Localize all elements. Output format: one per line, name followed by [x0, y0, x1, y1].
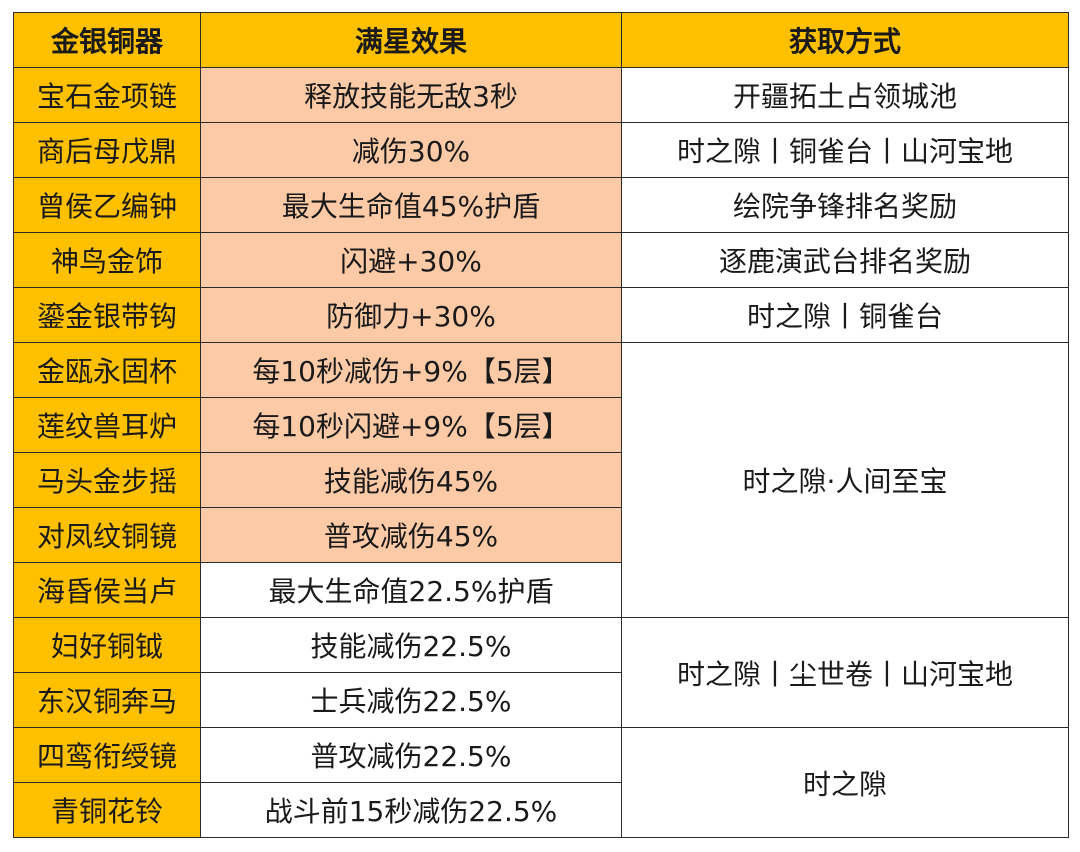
- row-effect: 技能减伤22.5%: [200, 617, 622, 673]
- table-row: 曾侯乙编钟 最大生命值45%护盾 绘院争锋排名奖励: [13, 177, 1069, 233]
- header-name: 金银铜器: [13, 12, 201, 68]
- row-effect: 士兵减伤22.5%: [200, 672, 622, 728]
- table-row: 鎏金银带钩 防御力+30% 时之隙丨铜雀台: [13, 287, 1069, 343]
- table-row: 青铜花铃 战斗前15秒减伤22.5%: [13, 782, 1069, 838]
- row-effect: 最大生命值22.5%护盾: [200, 562, 622, 618]
- row-name: 莲纹兽耳炉: [13, 397, 201, 453]
- row-name: 鎏金银带钩: [13, 287, 201, 343]
- table-row: 莲纹兽耳炉 每10秒闪避+9%【5层】: [13, 397, 1069, 453]
- artifact-table: 金银铜器 满星效果 获取方式 宝石金项链 释放技能无敌3秒 开疆拓土占领城池 商…: [13, 12, 1069, 838]
- row-name: 对凤纹铜镜: [13, 507, 201, 563]
- table-row: 宝石金项链 释放技能无敌3秒 开疆拓土占领城池: [13, 67, 1069, 123]
- row-name: 商后母戊鼎: [13, 122, 201, 178]
- row-name: 青铜花铃: [13, 782, 201, 838]
- table-row: 金瓯永固杯 每10秒减伤+9%【5层】 时之隙·人间至宝: [13, 342, 1069, 618]
- row-source: 时之隙丨铜雀台: [621, 287, 1069, 343]
- row-name: 妇好铜钺: [13, 617, 201, 673]
- row-effect: 最大生命值45%护盾: [200, 177, 622, 233]
- header-row: 金银铜器 满星效果 获取方式: [13, 12, 1069, 68]
- row-name: 曾侯乙编钟: [13, 177, 201, 233]
- row-effect: 减伤30%: [200, 122, 622, 178]
- row-name: 东汉铜奔马: [13, 672, 201, 728]
- row-source: 逐鹿演武台排名奖励: [621, 232, 1069, 288]
- row-source: 时之隙·人间至宝: [621, 342, 1069, 618]
- row-effect: 技能减伤45%: [200, 452, 622, 508]
- row-effect: 战斗前15秒减伤22.5%: [200, 782, 622, 838]
- row-effect: 每10秒减伤+9%【5层】: [200, 342, 622, 398]
- row-effect: 闪避+30%: [200, 232, 622, 288]
- row-effect: 防御力+30%: [200, 287, 622, 343]
- row-name: 四鸾衔绶镜: [13, 727, 201, 783]
- row-source: 开疆拓土占领城池: [621, 67, 1069, 123]
- row-source: 绘院争锋排名奖励: [621, 177, 1069, 233]
- header-source: 获取方式: [621, 12, 1069, 68]
- table-row: 对凤纹铜镜 普攻减伤45%: [13, 507, 1069, 563]
- row-name: 海昏侯当卢: [13, 562, 201, 618]
- row-source: 时之隙: [621, 727, 1069, 838]
- row-effect: 普攻减伤45%: [200, 507, 622, 563]
- table-row: 妇好铜钺 技能减伤22.5% 时之隙丨尘世卷丨山河宝地: [13, 617, 1069, 728]
- table-row: 马头金步摇 技能减伤45%: [13, 452, 1069, 508]
- table-row: 商后母戊鼎 减伤30% 时之隙丨铜雀台丨山河宝地: [13, 122, 1069, 178]
- table-row: 四鸾衔绶镜 普攻减伤22.5% 时之隙: [13, 727, 1069, 838]
- row-effect: 每10秒闪避+9%【5层】: [200, 397, 622, 453]
- row-name: 神鸟金饰: [13, 232, 201, 288]
- row-effect: 普攻减伤22.5%: [200, 727, 622, 783]
- header-effect: 满星效果: [200, 12, 622, 68]
- table-row: 东汉铜奔马 士兵减伤22.5%: [13, 672, 1069, 728]
- row-effect: 释放技能无敌3秒: [200, 67, 622, 123]
- row-source: 时之隙丨铜雀台丨山河宝地: [621, 122, 1069, 178]
- row-name: 金瓯永固杯: [13, 342, 201, 398]
- row-source: 时之隙丨尘世卷丨山河宝地: [621, 617, 1069, 728]
- table-row: 神鸟金饰 闪避+30% 逐鹿演武台排名奖励: [13, 232, 1069, 288]
- row-name: 宝石金项链: [13, 67, 201, 123]
- row-name: 马头金步摇: [13, 452, 201, 508]
- table-row: 海昏侯当卢 最大生命值22.5%护盾: [13, 562, 1069, 618]
